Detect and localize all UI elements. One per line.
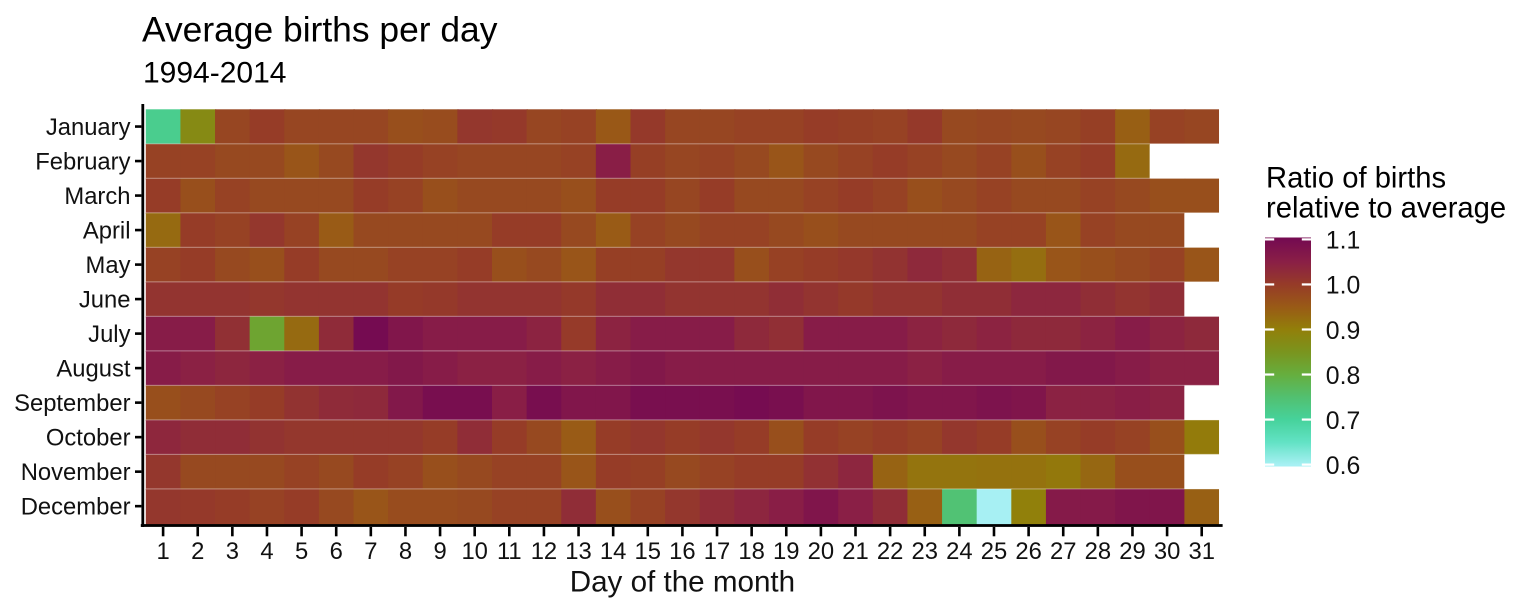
svg-text:March: March [64, 183, 130, 210]
svg-text:August: August [56, 356, 130, 383]
svg-text:25: 25 [981, 538, 1007, 565]
svg-text:6: 6 [330, 538, 343, 565]
svg-text:31: 31 [1188, 538, 1214, 565]
svg-text:0.6: 0.6 [1326, 453, 1360, 480]
svg-text:22: 22 [877, 538, 903, 565]
svg-text:Ratio of births: Ratio of births [1266, 163, 1446, 195]
svg-text:21: 21 [842, 538, 868, 565]
svg-text:1994-2014: 1994-2014 [143, 57, 286, 90]
svg-text:February: February [35, 148, 130, 175]
svg-text:29: 29 [1119, 538, 1145, 565]
svg-text:2: 2 [191, 538, 204, 565]
svg-text:July: July [88, 321, 130, 348]
svg-text:relative to average: relative to average [1266, 193, 1506, 225]
svg-text:5: 5 [295, 538, 308, 565]
svg-text:24: 24 [946, 538, 972, 565]
svg-text:15: 15 [635, 538, 661, 565]
svg-text:0.9: 0.9 [1326, 318, 1360, 345]
svg-text:September: September [14, 390, 130, 417]
svg-text:October: October [46, 425, 131, 452]
svg-text:3: 3 [226, 538, 239, 565]
svg-text:May: May [86, 252, 131, 279]
svg-text:1: 1 [156, 538, 169, 565]
svg-text:16: 16 [669, 538, 695, 565]
svg-text:Average births per day: Average births per day [142, 10, 498, 50]
svg-text:28: 28 [1085, 538, 1111, 565]
svg-text:January: January [46, 114, 131, 141]
svg-text:December: December [21, 494, 131, 521]
svg-text:23: 23 [912, 538, 938, 565]
svg-text:30: 30 [1154, 538, 1180, 565]
svg-text:9: 9 [433, 538, 446, 565]
svg-text:7: 7 [364, 538, 377, 565]
svg-text:14: 14 [600, 538, 626, 565]
svg-text:November: November [21, 459, 131, 486]
svg-text:20: 20 [808, 538, 834, 565]
svg-text:10: 10 [461, 538, 487, 565]
svg-text:8: 8 [399, 538, 412, 565]
svg-text:4: 4 [260, 538, 273, 565]
svg-text:0.7: 0.7 [1326, 408, 1360, 435]
svg-text:Day of the month: Day of the month [570, 565, 795, 598]
svg-text:June: June [79, 287, 131, 314]
svg-text:12: 12 [531, 538, 557, 565]
svg-text:26: 26 [1015, 538, 1041, 565]
svg-text:13: 13 [565, 538, 591, 565]
svg-text:18: 18 [738, 538, 764, 565]
svg-text:0.8: 0.8 [1326, 363, 1360, 390]
svg-text:1.0: 1.0 [1326, 273, 1360, 300]
svg-text:19: 19 [773, 538, 799, 565]
svg-text:11: 11 [497, 538, 522, 565]
svg-text:27: 27 [1050, 538, 1076, 565]
svg-text:17: 17 [704, 538, 730, 565]
svg-text:1.1: 1.1 [1326, 228, 1360, 255]
svg-text:April: April [83, 217, 131, 244]
